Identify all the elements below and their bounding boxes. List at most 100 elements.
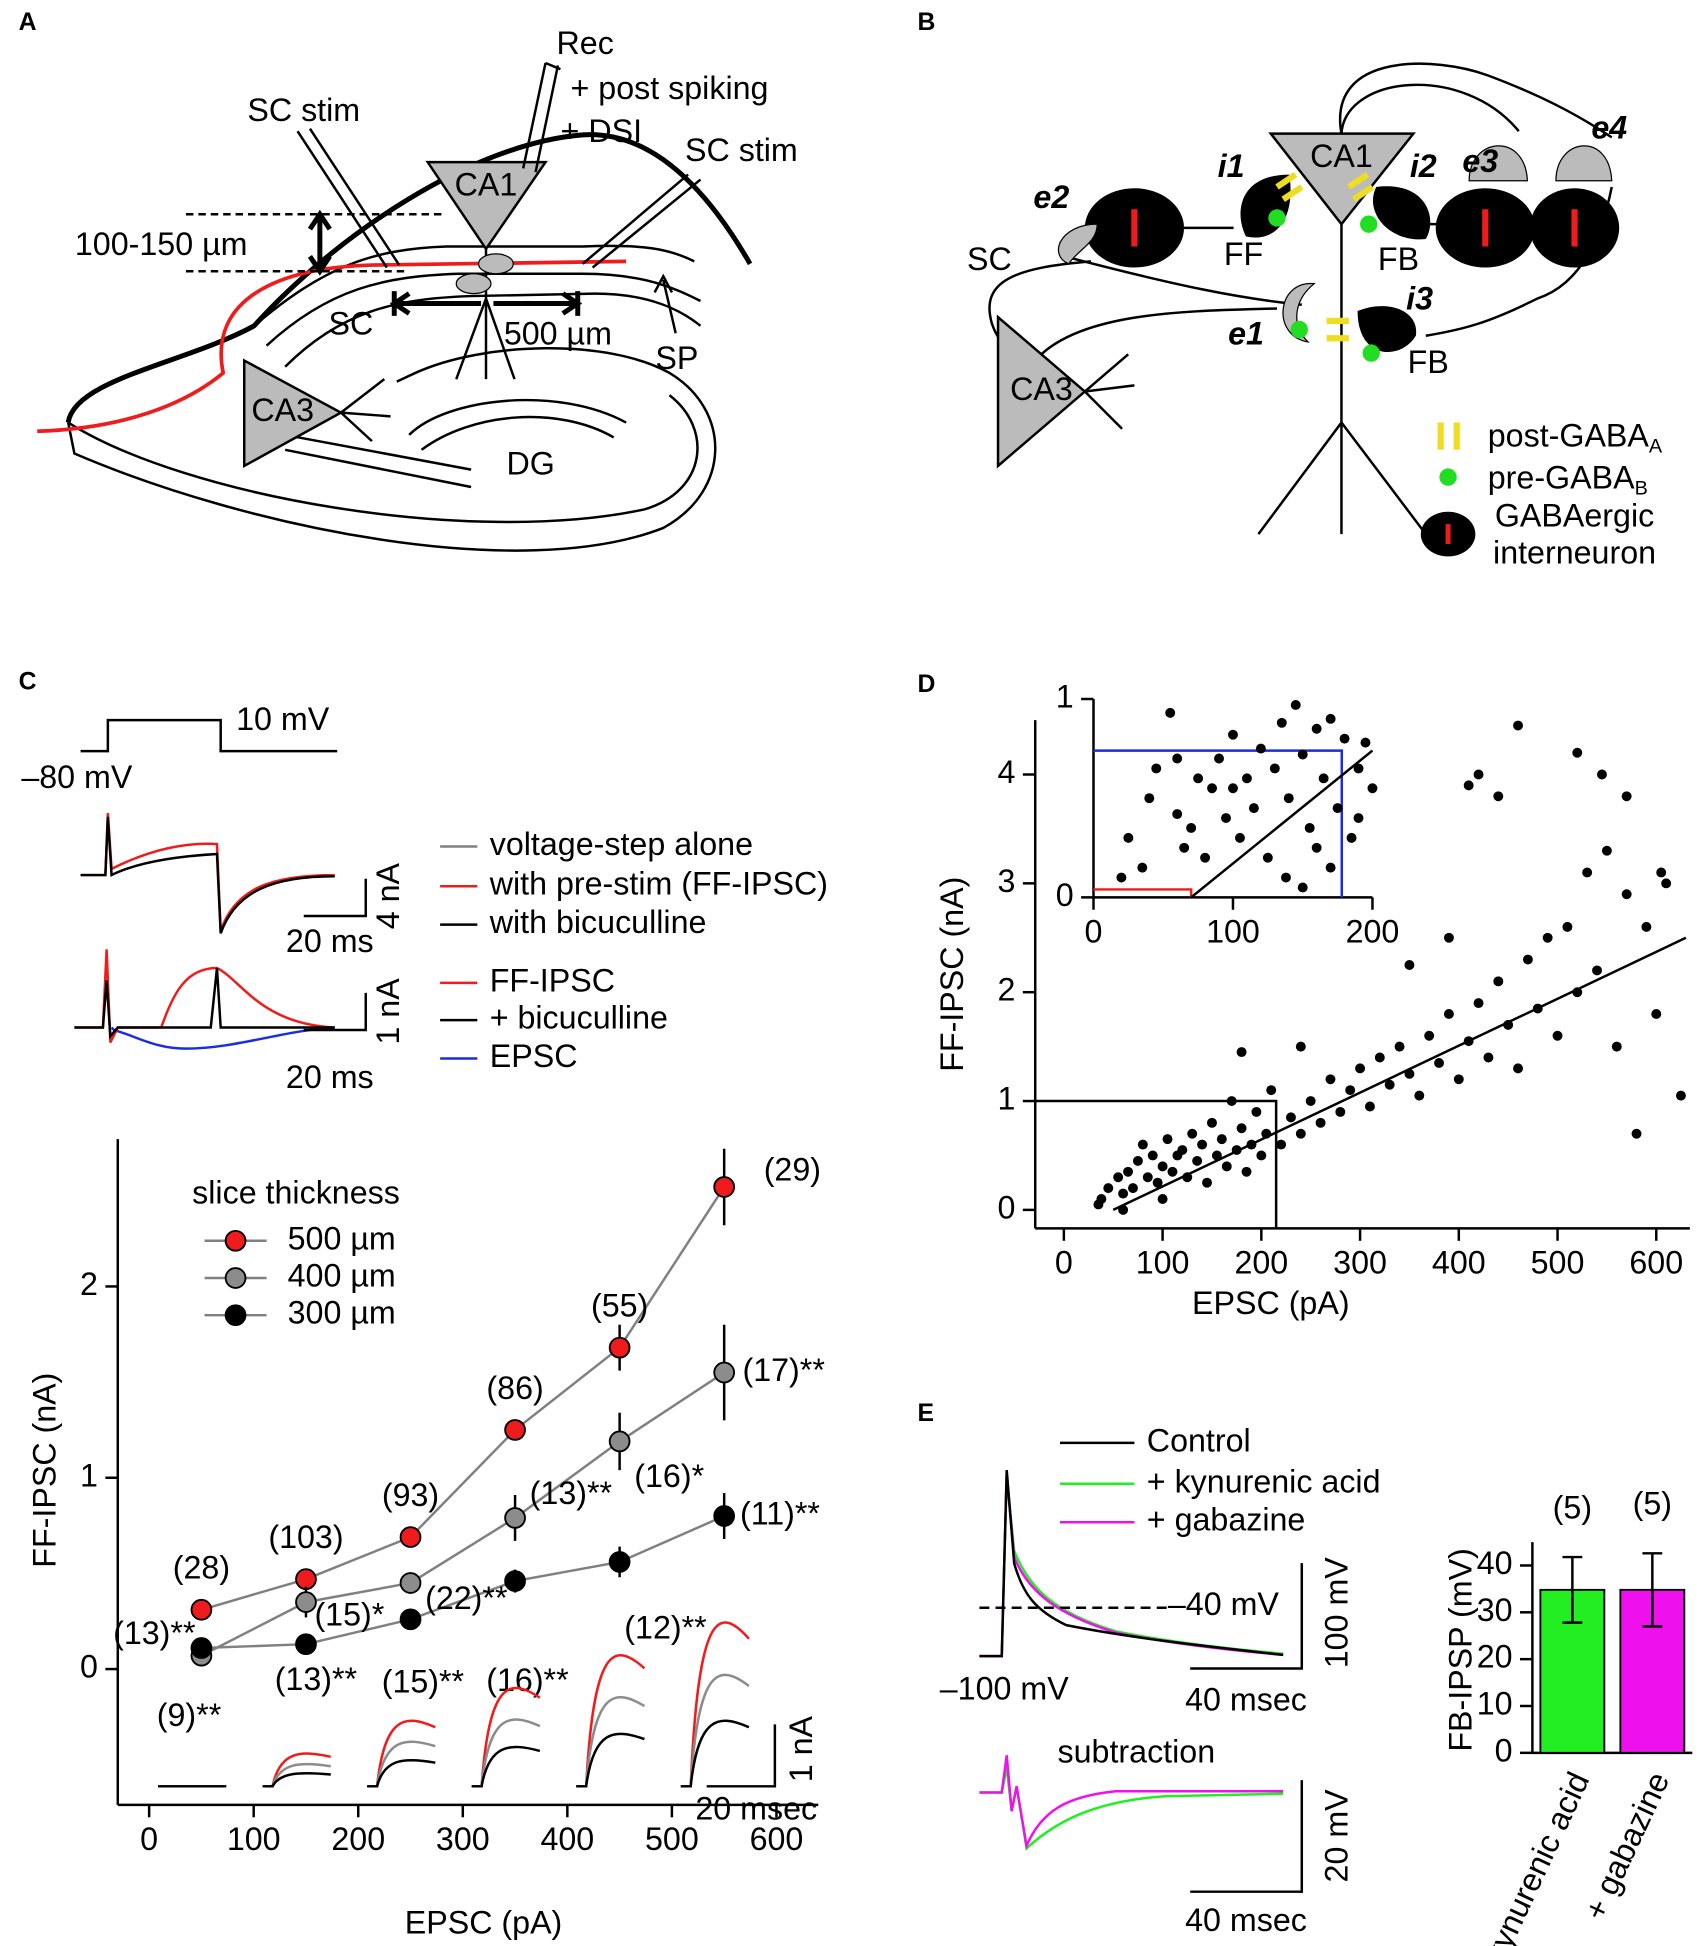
scale-label: 100 mV [1318,1557,1354,1669]
x-tick-label: 100 [227,1821,281,1857]
outline [66,347,717,552]
trace [80,812,335,932]
point [1123,1166,1133,1177]
y-tick-label: 40 [1477,1545,1513,1581]
point [1315,1117,1326,1128]
marker [504,1419,526,1441]
inset-point [1123,832,1134,843]
label: SC [328,305,373,341]
point [1453,1074,1464,1085]
point [1473,998,1484,1009]
label: CA1 [455,166,518,202]
dendrites [1257,224,1427,535]
inset-trace [680,1621,750,1788]
inset-point [1207,783,1218,794]
label: CA3 [251,392,314,428]
n-label: (15)* [314,1597,384,1633]
layer [284,292,702,368]
legend-label: + bicuculline [490,1000,668,1036]
inset-trace [262,1762,331,1788]
scale-bar [1190,1563,1304,1893]
marker [190,1637,213,1659]
marker [295,1591,317,1613]
point [1132,1155,1143,1166]
label: –80 mV [21,759,133,795]
point [1404,960,1415,970]
marker [608,1551,631,1573]
point [1424,1030,1435,1041]
inset-point [1228,783,1238,794]
label: SC stim [685,132,798,168]
inset-point [1116,872,1127,883]
legend-label: FF-IPSC [490,962,615,998]
point [1241,1166,1252,1177]
interneuron-i3 [1357,306,1417,353]
ca3-soma [243,358,344,469]
inset-trace [576,1654,646,1788]
scale-label: 4 nA [370,862,406,929]
trace [110,1026,335,1050]
inset-point [1193,773,1204,784]
inset-point [1186,822,1197,833]
y-tick-label: 20 [1477,1639,1513,1675]
point [1236,1123,1247,1134]
dendrites [340,248,516,443]
point [1621,889,1632,900]
legend-label: 500 µm [288,1220,396,1256]
point [1137,1139,1148,1150]
marker [190,1598,213,1621]
inset-trace [576,1696,646,1788]
inset-point [1353,813,1364,823]
inset-point [1367,783,1378,794]
point [1335,1106,1346,1117]
inset-point [1297,882,1308,893]
panel-label: B [917,9,935,36]
panel-label: E [917,1400,934,1427]
n-label: (103) [268,1519,343,1555]
inset-trace [680,1673,750,1788]
point [1096,1194,1107,1204]
scale-label: 40 msec [1185,1902,1307,1938]
point [1221,1161,1232,1172]
point [1216,1134,1227,1145]
legend-label: GABAergic [1495,498,1654,534]
n-label: (15)** [382,1663,465,1699]
marker [295,1633,317,1656]
inset-point [1332,803,1343,814]
step [80,718,338,753]
marker [295,1568,317,1591]
y-tick-label: 0 [1495,1732,1513,1768]
point [1256,1150,1267,1161]
point [1162,1134,1173,1145]
y-tick-label: 4 [997,754,1015,790]
series-line [200,1371,725,1657]
legend-gaba-a [1437,422,1460,450]
y-tick-label: 1 [80,1457,98,1493]
panel-label: C [19,668,37,695]
label: subtraction [1058,1734,1216,1770]
label: FF [1224,236,1263,272]
point [1177,1145,1188,1155]
point [1202,1177,1212,1188]
inset-trace [471,1718,541,1788]
inset-point [1311,723,1322,734]
inset-point [1179,842,1190,853]
inset-trace [262,1752,332,1788]
point [1364,1101,1375,1112]
inset-point [1262,852,1273,863]
bar [1539,1588,1606,1754]
legend-label: voltage-step alone [490,826,753,862]
legend-label: interneuron [1493,535,1656,571]
gaba-b [1290,320,1308,339]
point [1562,921,1573,932]
inset-point [1228,729,1238,740]
label: –40 mV [1168,1586,1280,1622]
y-axis-title: FF-IPSC (nA) [934,877,970,1072]
inset-point [1339,733,1350,744]
panel-label: D [917,671,935,698]
point [1651,1009,1662,1019]
marker [504,1507,526,1529]
y-tick-label: 0 [997,1189,1015,1225]
interneuron-mark [1131,209,1578,247]
label: i1 [1218,148,1245,184]
